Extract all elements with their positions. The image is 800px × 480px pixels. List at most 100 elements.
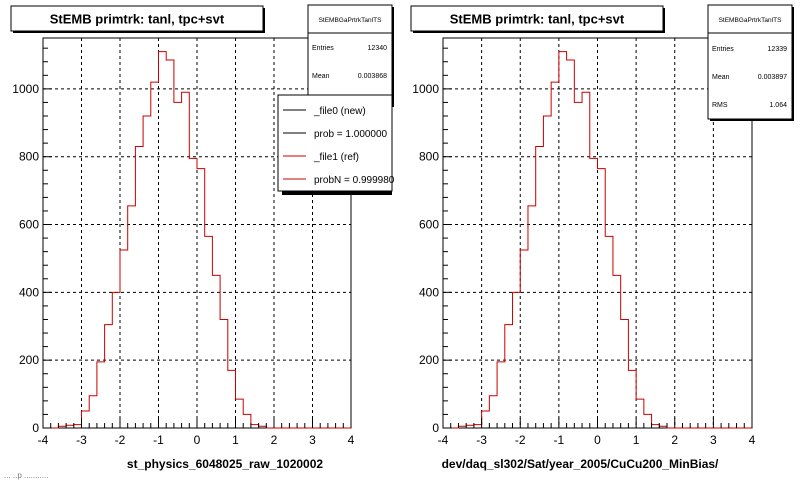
stats-mean-value: 0.003868: [358, 73, 387, 80]
histogram-bin: [574, 102, 582, 428]
histogram-bin: [66, 425, 74, 428]
stats-box: [307, 4, 393, 106]
x-tick-label: -1: [153, 433, 164, 447]
stats-entries-label: Entries: [712, 46, 734, 53]
x-tick-label: 3: [309, 433, 316, 447]
histogram-bin: [58, 426, 66, 428]
x-tick-label: 3: [710, 433, 717, 447]
y-tick-label: 800: [19, 150, 39, 164]
x-tick-label: -4: [38, 433, 49, 447]
stats-box: [707, 4, 793, 120]
histogram-bin: [135, 147, 143, 428]
histogram-bin: [543, 116, 551, 428]
histogram-bin: [82, 411, 90, 428]
histogram-bin: [536, 147, 544, 428]
y-axis: 0 200 400 600 800 1000: [12, 47, 52, 435]
footer-text: ... ..p ...........: [4, 471, 48, 480]
x-tick-label: -3: [76, 433, 87, 447]
x-tick-label: -4: [438, 433, 449, 447]
histogram-bin: [159, 52, 167, 428]
histogram-bin: [166, 60, 174, 428]
legend-label-file1: _file1 (ref): [313, 152, 359, 163]
x-tick-label: 4: [749, 433, 756, 447]
histogram-bin: [236, 399, 244, 428]
right-panel: -4 -3 -2 -1 0 1 2 3 4 0 200 400 600 800 1000 StEMB pr…: [410, 4, 794, 471]
histogram-bin: [182, 92, 190, 428]
stats-rms-value: 1.064: [769, 102, 787, 109]
histogram-bin: [174, 102, 182, 428]
x-tick-label: 2: [671, 433, 678, 447]
histogram-bin: [567, 60, 575, 428]
stats-mean-label: Mean: [312, 73, 330, 80]
histogram-bin: [528, 206, 536, 428]
y-tick-label: 400: [419, 285, 439, 299]
grid: [443, 38, 752, 428]
title-box: [410, 5, 664, 32]
histogram-bin: [89, 396, 97, 428]
histogram-bin: [105, 325, 113, 428]
stats-entries-label: Entries: [312, 45, 334, 52]
x-tick-label: 0: [194, 433, 201, 447]
stats-name: StEMBGaPrtrkTanlTS: [719, 17, 783, 24]
legend-entry: _file0 (new): [283, 106, 366, 117]
x-tick-label: -2: [515, 433, 526, 447]
y-tick-label: 0: [32, 421, 39, 435]
histogram-bin: [112, 292, 120, 428]
histogram-bin: [474, 425, 482, 428]
histogram-bin: [513, 292, 521, 428]
x-axis-label: st_physics_6048025_raw_1020002: [127, 457, 323, 471]
chart-title: StEMB primtrk: tanl, tpc+svt: [450, 12, 625, 27]
stats-entries-value: 12340: [368, 45, 388, 52]
y-axis: 0 200 400 600 800 1000: [412, 47, 452, 435]
histogram-bin: [644, 414, 652, 428]
stats-entries-value: 12339: [768, 46, 788, 53]
y-tick-label: 600: [419, 218, 439, 232]
x-tick-label: 2: [271, 433, 278, 447]
legend-entry: _file1 (ref): [283, 152, 359, 163]
histogram-bin: [605, 236, 613, 428]
histogram-bin: [466, 425, 474, 428]
histogram-bin: [251, 425, 259, 428]
histogram-bin: [458, 426, 466, 428]
histogram-bin: [489, 396, 497, 428]
histogram-bin: [197, 169, 205, 428]
y-tick-label: 200: [19, 353, 39, 367]
x-tick-label: 1: [232, 433, 239, 447]
legend-label-probn: probN = 0.999980: [314, 175, 395, 186]
legend-box: [277, 94, 393, 192]
stats-rms-label: RMS: [712, 102, 728, 109]
histogram-bin: [205, 236, 213, 428]
histogram-bin: [189, 158, 197, 428]
stats-mean-label: Mean: [712, 74, 730, 81]
y-tick-label: 0: [432, 421, 439, 435]
y-tick-label: 600: [19, 218, 39, 232]
histogram-bin: [497, 362, 505, 428]
histogram-bin: [590, 158, 598, 428]
histogram: [443, 51, 752, 429]
y-tick-label: 800: [419, 150, 439, 164]
histogram-bin: [151, 82, 159, 428]
histogram-bin: [212, 275, 220, 428]
x-tick-label: 0: [594, 433, 601, 447]
histogram-bin: [505, 325, 513, 428]
histogram-bin: [582, 92, 590, 428]
histogram-bin: [621, 319, 629, 428]
histogram-bin: [74, 425, 82, 428]
histogram-bin: [520, 250, 528, 428]
histogram-bin: [659, 426, 667, 428]
stats-name: StEMBGaPrtrkTanlTS: [319, 17, 383, 24]
y-tick-label: 1000: [412, 82, 439, 96]
histogram-bin: [551, 82, 559, 428]
histogram-bin: [120, 250, 128, 428]
histogram-bin: [259, 426, 267, 428]
y-tick-label: 200: [419, 353, 439, 367]
legend-label-prob: prob = 1.000000: [314, 129, 388, 140]
histogram-bin: [97, 362, 105, 428]
x-tick-label: 1: [633, 433, 640, 447]
x-tick-label: 4: [348, 433, 355, 447]
legend-entry: probN = 0.999980: [283, 175, 395, 186]
histogram-bin: [228, 370, 236, 428]
legend-entry: prob = 1.000000: [283, 129, 388, 140]
y-tick-label: 1000: [12, 82, 39, 96]
